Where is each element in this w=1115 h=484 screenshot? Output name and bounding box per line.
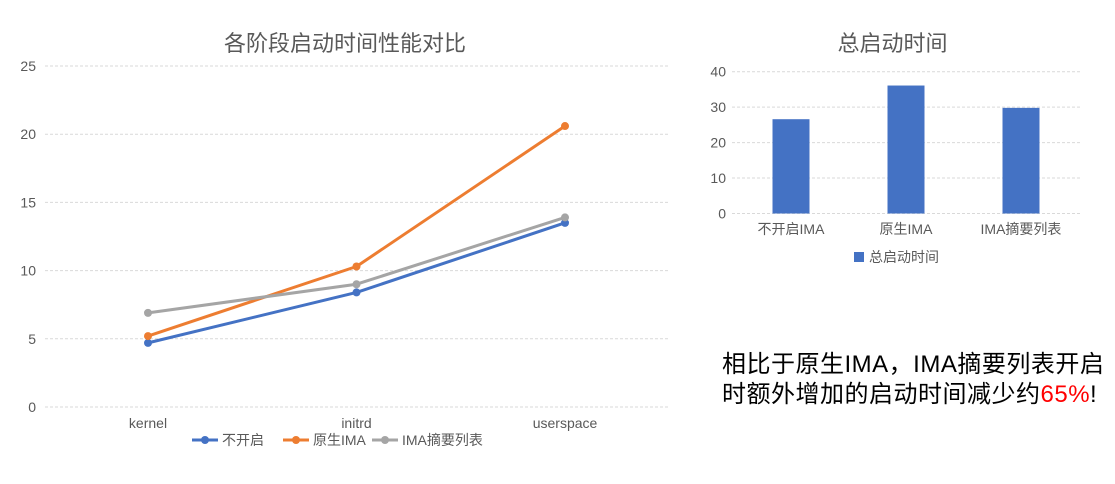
y-tick-label: 30 <box>710 99 726 115</box>
annotation-line1: 相比于原生IMA，IMA摘要列表开启 <box>722 351 1105 378</box>
series-marker-0 <box>144 338 152 347</box>
legend-label: 不开启 <box>222 432 264 448</box>
y-tick-label: 40 <box>710 64 726 80</box>
y-tick-label: 15 <box>20 194 36 210</box>
legend-swatch <box>854 252 864 262</box>
legend-label: 总启动时间 <box>869 249 939 265</box>
series-marker-2 <box>144 308 152 317</box>
y-tick-label: 25 <box>20 58 36 74</box>
bar <box>1002 107 1040 214</box>
x-axis-label: kernel <box>129 415 167 431</box>
y-tick-label: 20 <box>20 126 36 142</box>
legend-dot-marker <box>292 436 300 444</box>
series-marker-2 <box>352 280 361 289</box>
x-axis-label: IMA摘要列表 <box>981 221 1062 237</box>
series-marker-1 <box>561 122 569 131</box>
bar <box>887 85 925 214</box>
y-tick-label: 10 <box>710 170 726 186</box>
legend-label: IMA摘要列表 <box>402 432 483 448</box>
y-tick-label: 10 <box>20 263 36 279</box>
series-marker-1 <box>144 332 152 341</box>
legend-dot-marker <box>201 436 209 444</box>
annotation-line2-prefix: 时额外增加的启动时间减少约 <box>722 381 1041 408</box>
x-axis-label: initrd <box>341 415 371 431</box>
x-axis-label: 不开启IMA <box>758 221 826 237</box>
annotation-highlight: 65% <box>1040 381 1091 408</box>
series-marker-1 <box>352 262 361 271</box>
y-tick-label: 0 <box>718 206 726 222</box>
line-chart-plot: 0 5 10 15 20 25 kernel initrd userspace 不开启 原生IMA I… <box>20 58 668 448</box>
series-marker-0 <box>352 288 361 297</box>
legend-label: 原生IMA <box>313 432 367 448</box>
legend-dot-marker <box>381 436 389 444</box>
bar-chart-title: 总启动时间 <box>837 31 948 56</box>
y-tick-label: 0 <box>28 399 36 415</box>
series-marker-2 <box>561 213 569 222</box>
y-tick-label: 5 <box>28 331 36 347</box>
line-chart-title: 各阶段启动时间性能对比 <box>223 31 466 56</box>
x-axis-label: 原生IMA <box>880 221 934 237</box>
annotation-line2: 时额外增加的启动时间减少约65%! <box>722 380 1107 410</box>
bar <box>772 119 810 214</box>
x-axis-label: userspace <box>533 415 598 431</box>
annotation: 相比于原生IMA，IMA摘要列表开启 时额外增加的启动时间减少约65%! <box>722 350 1107 410</box>
annotation-suffix: ! <box>1090 381 1098 408</box>
y-tick-label: 20 <box>710 135 726 151</box>
